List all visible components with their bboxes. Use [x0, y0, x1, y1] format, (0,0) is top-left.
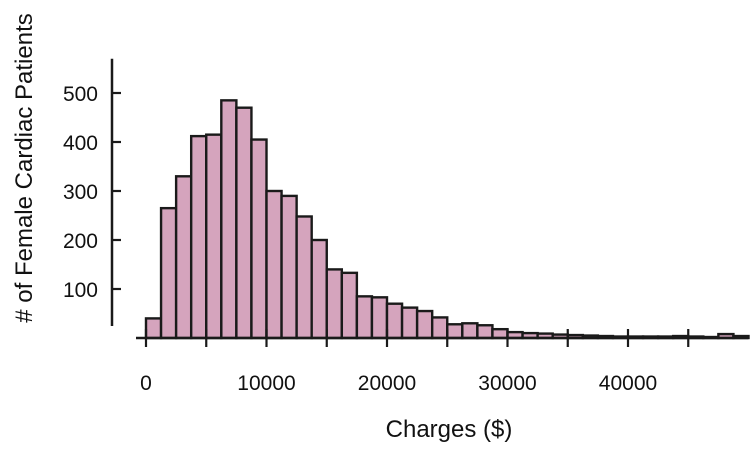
axes [110, 58, 749, 340]
histogram-bar [446, 323, 464, 340]
histogram-bar [220, 99, 238, 340]
y-axis-title: # of Female Cardiac Patients [11, 13, 38, 322]
y-tick-label: 200 [63, 230, 98, 253]
histogram-bar [235, 106, 253, 340]
histogram-bar [265, 189, 283, 340]
x-tick-label: 0 [140, 372, 152, 395]
histogram-bar [295, 215, 313, 340]
x-tick-label: 40000 [599, 372, 657, 395]
histogram-bar [461, 322, 479, 340]
x-tick-label: 20000 [358, 372, 416, 395]
histogram-bar [430, 316, 449, 340]
histogram-bar [385, 302, 404, 340]
histogram-bar [205, 133, 223, 340]
y-tick-label: 400 [63, 132, 98, 155]
x-axis-ticks: 0 10000 20000 30000 40000 [140, 329, 690, 395]
histogram-bar [340, 271, 359, 340]
histogram-bar [400, 306, 419, 340]
x-tick-label: 10000 [237, 372, 295, 395]
histogram-bar [310, 238, 328, 340]
histogram-bar [370, 296, 389, 340]
y-tick-label: 500 [63, 83, 98, 106]
histogram-bar [325, 268, 344, 340]
histogram-bar [144, 317, 163, 340]
y-axis-ticks: 100 200 300 400 500 [63, 83, 121, 302]
histogram-bars [144, 99, 750, 340]
histogram-bar [280, 194, 298, 340]
histogram-bar [355, 295, 374, 340]
histogram-bar [174, 175, 193, 340]
histogram-bar [491, 327, 509, 340]
x-axis-title: Charges ($) [386, 416, 513, 443]
y-tick-label: 300 [63, 181, 98, 204]
y-tick-label: 100 [63, 279, 98, 302]
histogram-bar [159, 206, 178, 340]
histogram-bar [476, 324, 494, 340]
histogram-bar [189, 134, 208, 340]
x-tick-label: 30000 [478, 372, 536, 395]
histogram-bar [250, 138, 268, 340]
histogram-bar [415, 309, 434, 340]
